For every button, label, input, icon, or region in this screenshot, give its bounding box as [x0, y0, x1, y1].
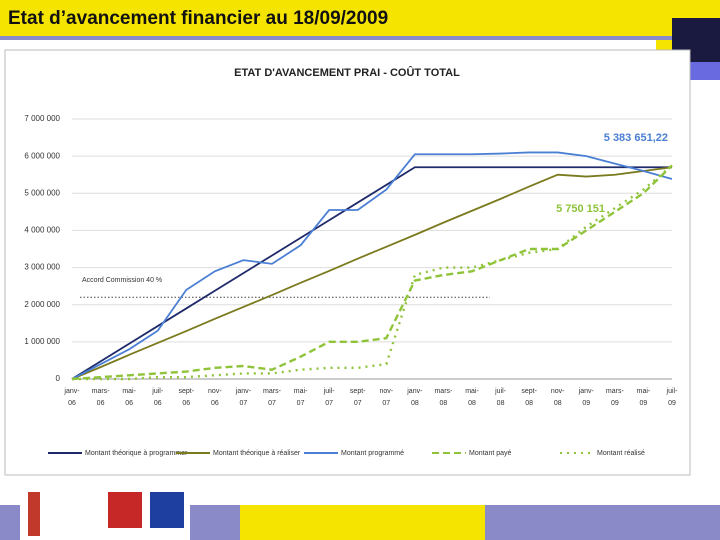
x-tick-label: mars-08 — [434, 388, 453, 407]
legend-label: Montant payé — [469, 450, 512, 457]
x-tick-label: sept-06 — [179, 388, 195, 407]
reference-label: Accord Commission 40 % — [82, 277, 162, 284]
y-tick-label: 7 000 000 — [24, 114, 60, 123]
title-band — [0, 0, 720, 36]
y-tick-label: 2 000 000 — [24, 300, 60, 309]
x-tick-label: juil-08 — [494, 388, 507, 407]
y-tick-label: 3 000 000 — [24, 263, 60, 272]
x-tick-label: sept-08 — [521, 388, 537, 407]
logo — [28, 492, 40, 536]
footer-block — [190, 505, 240, 540]
x-tick-label: mars-06 — [92, 388, 111, 407]
series-line — [71, 164, 673, 381]
legend-label: Montant programmé — [341, 450, 404, 457]
annotation: 5 383 651,22 — [604, 132, 668, 144]
legend-label: Montant théorique à réaliser — [213, 450, 301, 457]
x-tick-label: mai-07 — [294, 388, 308, 407]
annotation: 5 750 151 — [556, 203, 605, 215]
x-tick-label: juil-09 — [666, 388, 679, 407]
logo — [150, 492, 184, 528]
x-tick-label: janv-09 — [578, 388, 595, 407]
x-tick-label: nov-06 — [208, 388, 222, 407]
x-tick-label: sept-07 — [350, 388, 366, 407]
footer-block — [0, 505, 20, 540]
legend-label: Montant réalisé — [597, 450, 645, 457]
y-tick-label: 1 000 000 — [24, 337, 60, 346]
chart-title: ETAT D'AVANCEMENT PRAI - COÛT TOTAL — [234, 66, 460, 79]
x-tick-label: janv-06 — [63, 388, 80, 407]
legend-label: Montant théorique à programmer — [85, 450, 188, 457]
x-tick-label: mars-07 — [263, 388, 282, 407]
x-tick-label: mai-06 — [122, 388, 136, 407]
y-tick-label: 5 000 000 — [24, 188, 60, 197]
footer-block — [240, 505, 485, 540]
x-tick-label: juil-07 — [323, 388, 336, 407]
y-tick-label: 0 — [56, 374, 61, 383]
title-rule — [0, 36, 720, 40]
x-tick-label: mai-08 — [465, 388, 479, 407]
series-line — [71, 166, 672, 380]
series-line — [71, 151, 673, 380]
y-tick-label: 6 000 000 — [24, 151, 60, 160]
x-tick-label: mars-09 — [606, 388, 625, 407]
deco-square — [684, 62, 720, 80]
series-line — [71, 166, 673, 380]
x-tick-label: nov-08 — [551, 388, 565, 407]
footer-block — [485, 505, 720, 540]
x-tick-label: nov-07 — [379, 388, 393, 407]
logo — [108, 492, 142, 528]
x-tick-label: juil-06 — [151, 388, 164, 407]
slide-title: Etat d’avancement financier au 18/09/200… — [8, 8, 388, 29]
x-tick-label: mai-09 — [637, 388, 651, 407]
x-tick-label: janv-08 — [406, 388, 423, 407]
x-tick-label: janv-07 — [235, 388, 252, 407]
y-tick-label: 4 000 000 — [24, 226, 60, 235]
